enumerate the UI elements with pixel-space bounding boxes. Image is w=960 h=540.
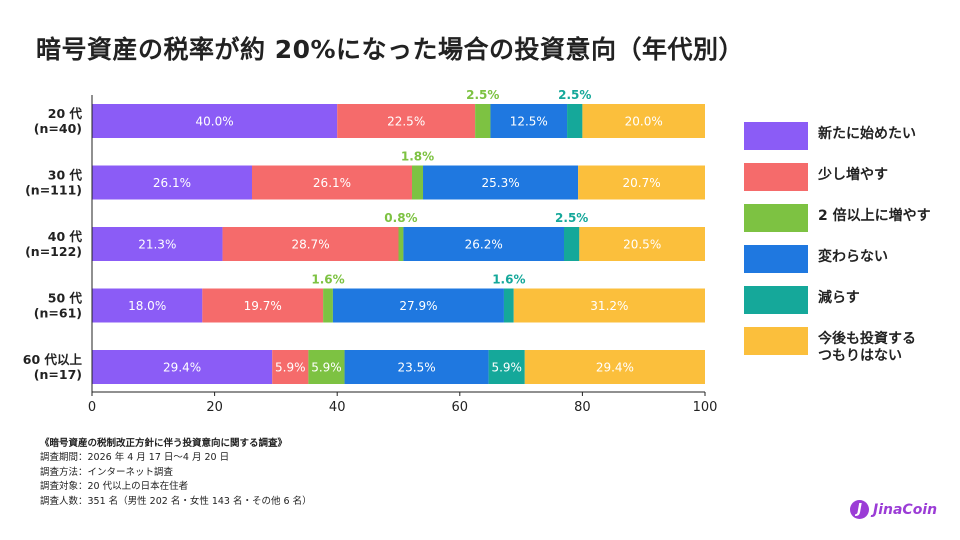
data-label: 26.1% [313, 176, 351, 190]
data-label: 12.5% [510, 115, 548, 129]
bar-segment [222, 227, 399, 261]
legend-label: 減らす [818, 290, 860, 306]
x-tick-label: 60 [452, 400, 469, 415]
x-tick-label: 20 [206, 400, 223, 415]
legend-swatch [744, 204, 808, 232]
data-label: 27.9% [399, 299, 437, 313]
legend-swatch [744, 245, 808, 273]
data-label: 25.3% [482, 176, 520, 190]
category-label: 40 代(n=122) [25, 229, 82, 259]
data-label: 5.9% [275, 361, 306, 375]
logo-mark: J [850, 500, 869, 519]
data-label-above: 2.5% [555, 211, 588, 225]
data-label: 18.0% [128, 299, 166, 313]
data-label: 5.9% [311, 361, 342, 375]
bar-segment [92, 288, 203, 323]
data-label: 21.3% [138, 238, 176, 252]
footnote-line: 調査対象：20 代以上の日本在住者 [40, 481, 189, 493]
category-label: 30 代(n=111) [25, 168, 82, 198]
bar-segment [567, 104, 583, 138]
data-label: 20.7% [622, 176, 660, 190]
survey-footnote: 《暗号資産の税制改正方針に伴う投資意向に関する調査》 調査期間：2026 年 4… [40, 437, 312, 509]
bar-segment [503, 288, 514, 323]
legend-label: 今後も投資する つもりはない [818, 331, 916, 364]
data-label: 29.4% [163, 361, 201, 375]
x-tick-label: 40 [329, 400, 346, 415]
bar-segment [332, 288, 504, 323]
chart-title: 暗号資産の税率が約 20%になった場合の投資意向（年代別） [36, 35, 745, 64]
bar-segment [513, 288, 705, 323]
x-tick-label: 100 [693, 400, 718, 415]
bar-segment [92, 165, 252, 200]
data-label: 5.9% [491, 361, 522, 375]
bar-segment [202, 288, 324, 323]
data-label: 31.2% [590, 299, 628, 313]
data-label: 26.2% [465, 238, 503, 252]
data-label-above: 2.5% [558, 88, 591, 102]
x-tick-label: 0 [88, 400, 96, 415]
data-label: 20.0% [625, 115, 663, 129]
data-label: 23.5% [398, 361, 436, 375]
logo-text: JinaCoin [873, 501, 938, 518]
bar-segment [490, 104, 568, 138]
legend-swatch [744, 163, 808, 191]
data-label-above: 0.8% [384, 211, 417, 225]
footnote-line: 調査期間：2026 年 4 月 17 日〜4 月 20 日 [40, 452, 230, 464]
data-label: 28.7% [291, 238, 329, 252]
bar-segment [578, 165, 705, 200]
bar-segment [323, 288, 333, 323]
footnote-line: 調査人数：351 名（男性 202 名・女性 143 名・その他 6 名） [40, 495, 312, 507]
data-label: 40.0% [196, 115, 234, 129]
legend-swatch [744, 327, 808, 355]
bar-segment [92, 350, 273, 384]
legend-label: 2 倍以上に増やす [818, 208, 931, 224]
category-label: 50 代(n=61) [34, 291, 83, 321]
category-label: 60 代以上(n=17) [23, 352, 83, 382]
legend-label: 少し増やす [818, 167, 888, 183]
legend-label: 新たに始めたい [818, 126, 916, 142]
bar-segment [475, 104, 491, 138]
bar-segment [398, 227, 404, 261]
bar-segment [564, 227, 580, 261]
data-label: 29.4% [596, 361, 634, 375]
data-label-above: 1.6% [492, 273, 525, 287]
bar-segment [411, 165, 424, 200]
bar-segment [488, 350, 525, 384]
data-label: 20.5% [623, 238, 661, 252]
footnote-title: 《暗号資産の税制改正方針に伴う投資意向に関する調査》 [40, 438, 288, 449]
bar-segment [423, 165, 579, 200]
x-tick-label: 80 [574, 400, 591, 415]
data-label-above: 2.5% [466, 88, 499, 102]
bar-segment [403, 227, 565, 261]
bar-segment [582, 104, 705, 138]
bar-segment [337, 104, 476, 138]
legend-swatch [744, 122, 808, 150]
data-label: 19.7% [244, 299, 282, 313]
data-label: 22.5% [387, 115, 425, 129]
brand-logo: J JinaCoin [850, 500, 937, 519]
category-label: 20 代(n=40) [34, 106, 83, 136]
bar-segment [92, 104, 338, 138]
bar-segment [308, 350, 345, 384]
bar-segment [579, 227, 705, 261]
bar-segment [344, 350, 489, 384]
footnote-line: 調査方法：インターネット調査 [40, 466, 174, 478]
bar-segment [251, 165, 412, 200]
bar-segment [92, 227, 223, 261]
data-label-above: 1.6% [311, 273, 344, 287]
bar-segment [272, 350, 309, 384]
legend-swatch [744, 286, 808, 314]
bar-segment [524, 350, 705, 384]
data-label-above: 1.8% [401, 150, 434, 164]
data-label: 26.1% [153, 176, 191, 190]
legend-label: 変わらない [818, 249, 888, 265]
